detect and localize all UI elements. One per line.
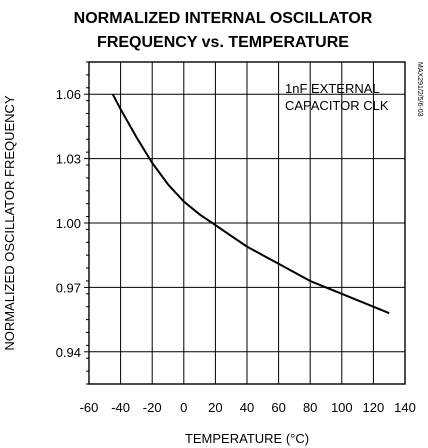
x-tick-label: 60 xyxy=(271,400,285,415)
x-tick-label: 100 xyxy=(331,400,353,415)
x-axis-ticks: -60 -40 -20 0 20 40 60 80 100 120 140 xyxy=(80,400,416,415)
y-axis-ticks: 0.94 0.97 1.00 1.03 1.06 xyxy=(56,61,89,385)
y-tick-label: 0.97 xyxy=(56,280,81,295)
series-layer xyxy=(111,93,390,315)
y-axis-label: NORMALIZED OSCILLATOR FREQUENCY xyxy=(2,95,17,351)
reference-id: MAX291/2/5/6-03 xyxy=(416,62,423,117)
x-tick-label: 0 xyxy=(180,400,187,415)
chart-title-line-2: FREQUENCY vs. TEMPERATURE xyxy=(97,34,349,51)
x-tick-label: 40 xyxy=(240,400,254,415)
x-tick-label: 80 xyxy=(303,400,317,415)
chart-title-line-1: NORMALIZED INTERNAL OSCILLATOR xyxy=(74,10,373,27)
x-tick-label: 140 xyxy=(394,400,416,415)
y-tick-label: 1.06 xyxy=(56,87,81,102)
x-tick-label: -40 xyxy=(111,400,130,415)
x-tick-label: -60 xyxy=(80,400,99,415)
x-tick-label: 20 xyxy=(208,400,222,415)
x-axis-label: TEMPERATURE (°C) xyxy=(185,431,309,446)
x-tick-label: -20 xyxy=(143,400,162,415)
y-tick-label: 1.00 xyxy=(56,216,81,231)
y-tick-label: 0.94 xyxy=(56,345,81,360)
annotation-line-1: 1nF EXTERNAL xyxy=(285,81,380,96)
x-tick-label: 120 xyxy=(363,400,385,415)
grid xyxy=(89,62,405,384)
series-line xyxy=(111,93,390,315)
annotation-line-2: CAPACITOR CLK xyxy=(285,98,389,113)
y-tick-label: 1.03 xyxy=(56,152,81,167)
